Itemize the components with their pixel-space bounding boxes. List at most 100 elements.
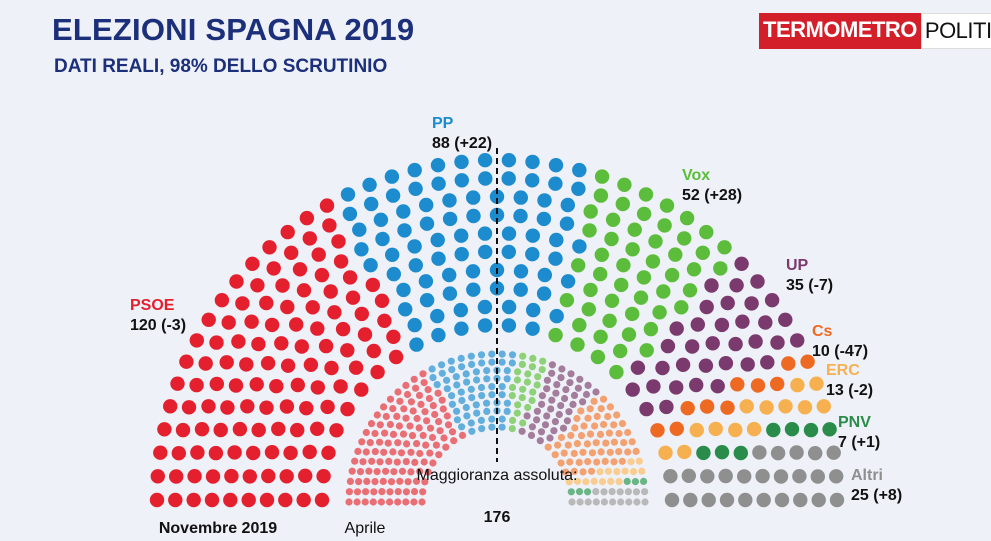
seat-dot-pp: [488, 358, 496, 366]
seat-dot-pp: [438, 369, 446, 377]
seat-dot-pp: [431, 251, 446, 266]
seat-dot-cs: [620, 439, 628, 447]
seat-dot-psoe: [422, 441, 430, 449]
seat-dot-pp: [457, 354, 465, 362]
seat-dot-pp: [430, 308, 445, 324]
seat-dot-pp: [513, 282, 528, 297]
seat-dot-psoe: [245, 256, 260, 271]
seat-dot-cs: [604, 412, 612, 421]
seat-dot-psoe: [384, 439, 392, 447]
seat-dot-vox: [514, 368, 522, 376]
seat-dot-psoe: [428, 433, 437, 442]
seat-dot-psoe: [283, 445, 298, 461]
seat-dot-pp: [397, 223, 412, 238]
seat-dot-up: [729, 278, 744, 293]
seat-dot-psoe: [153, 445, 168, 460]
seat-dot-psoe: [420, 458, 428, 466]
seat-dot-psoe: [424, 386, 432, 394]
seat-dot-psoe: [378, 488, 386, 496]
seat-dot-psoe: [171, 446, 186, 461]
party-seats-label: 52 (+28): [682, 187, 742, 204]
seat-dot-psoe: [290, 377, 305, 393]
seat-dot-pnv: [575, 488, 584, 496]
seat-dot-pp: [458, 396, 466, 405]
seat-dot-up: [533, 407, 542, 415]
seat-dot-psoe: [289, 317, 304, 332]
seat-dot-psoe: [259, 492, 275, 508]
seat-dot-altri: [829, 469, 844, 484]
seat-dot-vox: [625, 242, 640, 257]
seat-dot-cs: [720, 400, 735, 415]
seat-dot-vox: [639, 343, 654, 358]
seat-dot-psoe: [410, 498, 418, 506]
seat-dot-pnv: [803, 422, 819, 438]
seat-dot-up: [714, 317, 730, 333]
seat-dot-cs: [564, 441, 572, 449]
seat-dot-pp: [409, 337, 424, 352]
seat-dot-psoe: [443, 412, 451, 420]
seat-dot-cs: [586, 405, 594, 413]
seat-dot-up: [625, 382, 640, 397]
seat-dot-psoe: [362, 428, 370, 437]
seat-dot-cs: [580, 422, 588, 430]
seat-dot-up: [710, 379, 725, 394]
seat-dot-pp: [559, 216, 575, 231]
seat-dot-psoe: [362, 488, 370, 496]
seat-dot-psoe: [410, 375, 418, 383]
seat-dot-vox: [524, 370, 532, 378]
seat-dot-psoe: [389, 448, 397, 456]
seat-dot-up: [548, 396, 556, 404]
seat-dot-pp: [468, 360, 476, 368]
seat-dot-up: [748, 334, 763, 349]
seat-dot-pnv: [696, 445, 711, 461]
majority-value: 176: [484, 509, 511, 526]
seat-dot-cs: [606, 403, 615, 411]
seat-dot-up: [541, 421, 550, 429]
seat-dot-altri: [617, 498, 625, 506]
seat-dot-pp: [548, 158, 564, 173]
seat-dot-vox: [616, 258, 631, 273]
seat-dot-pp: [407, 317, 422, 333]
seat-dot-up: [563, 417, 572, 425]
seat-dot-psoe: [157, 422, 172, 437]
seat-dot-psoe: [251, 336, 266, 352]
seat-dot-up: [574, 384, 583, 392]
seat-dot-pp: [342, 206, 358, 222]
seat-dot-erc: [573, 477, 582, 485]
seat-dot-psoe: [264, 445, 280, 460]
seat-dot-altri: [826, 445, 841, 460]
seat-dot-psoe: [246, 445, 261, 461]
seat-dot-pp: [508, 351, 517, 359]
seat-dot-psoe: [394, 498, 402, 506]
seat-dot-psoe: [448, 428, 457, 436]
seat-dot-psoe: [435, 418, 443, 426]
seat-dot-pp: [467, 419, 475, 427]
seat-dot-up: [718, 356, 734, 371]
seat-dot-psoe: [179, 354, 194, 369]
seat-dot-altri: [755, 468, 770, 484]
seat-dot-up: [557, 374, 565, 382]
seat-dot-psoe: [371, 448, 379, 456]
seat-dot-cs: [600, 420, 608, 429]
party-name-label: PNV: [838, 414, 871, 431]
seat-dot-pp: [453, 302, 468, 318]
seat-dot-pp: [396, 282, 411, 298]
seat-dot-up: [553, 381, 561, 389]
seat-dot-psoe: [361, 498, 369, 506]
seat-dot-altri: [808, 446, 823, 461]
seat-dot-pp: [438, 361, 446, 369]
seat-dot-psoe: [377, 313, 392, 328]
seat-dot-pp: [472, 401, 480, 409]
seat-dot-psoe: [314, 492, 330, 508]
seat-dot-psoe: [220, 400, 235, 415]
seat-dot-vox: [594, 169, 610, 184]
seat-dot-altri: [600, 498, 609, 506]
seat-dot-psoe: [219, 355, 234, 370]
party-name-label: UP: [786, 257, 809, 274]
seat-dot-psoe: [209, 376, 224, 392]
seat-dot-altri: [625, 498, 633, 506]
seat-dot-psoe: [357, 327, 373, 342]
seat-dot-pp: [454, 247, 469, 262]
seat-dot-psoe: [244, 314, 259, 329]
seat-dot-psoe: [168, 492, 183, 508]
